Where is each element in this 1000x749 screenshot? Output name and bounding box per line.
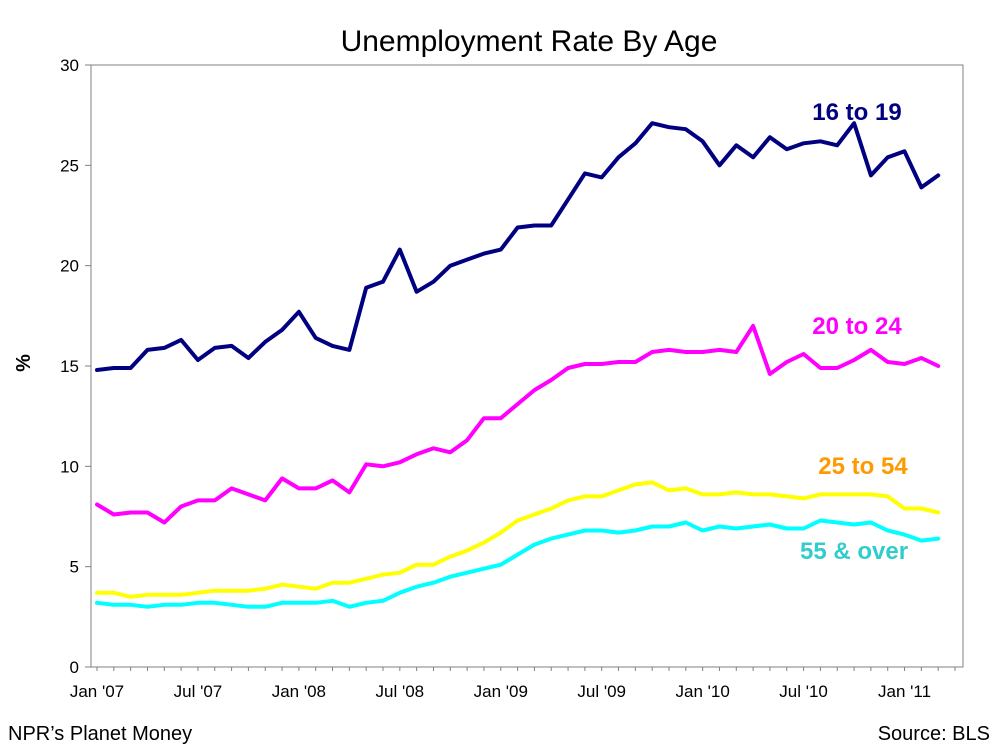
series-label-1: 16 to 19 [812, 99, 901, 126]
x-tick-label: Jan '10 [675, 682, 729, 701]
series-line-4 [95, 518, 941, 609]
x-tick-label: Jan '11 [878, 682, 931, 701]
y-tick-label: 30 [60, 56, 79, 75]
x-tick-label: Jul '09 [577, 682, 626, 701]
chart-title: Unemployment Rate By Age [341, 25, 718, 58]
y-tick-label: 20 [60, 257, 79, 276]
series-line-3 [95, 480, 941, 599]
y-tick-label: 0 [70, 658, 79, 677]
x-axis: Jan '07 Jul '07 Jan '08 Jul '08 Jan '09 Jul '… [70, 667, 956, 701]
series-label-2: 20 to 24 [812, 313, 902, 340]
series-label-4: 55 & over [800, 538, 908, 565]
x-tick-label: Jul '10 [779, 682, 828, 701]
x-tick-label: Jan '07 [70, 682, 124, 701]
series-line-2 [95, 323, 941, 525]
footer-credit: NPR’s Planet Money [8, 723, 193, 745]
series-labels: 16 to 19 20 to 24 25 to 54 55 & over [800, 99, 908, 565]
y-axis-label: % [13, 354, 35, 372]
x-tick-label: Jul '08 [376, 682, 425, 701]
x-tick-label: Jan '09 [474, 682, 528, 701]
x-tick-label: Jan '08 [272, 682, 326, 701]
y-tick-label: 25 [60, 156, 79, 175]
footer-source: Source: BLS [877, 723, 990, 745]
y-axis: 0 5 10 15 20 25 30 [60, 56, 91, 677]
y-tick-label: 15 [60, 357, 79, 376]
series-label-3: 25 to 54 [818, 453, 908, 480]
series-line-1 [95, 121, 941, 372]
x-tick-label: Jul '07 [174, 682, 223, 701]
y-tick-label: 5 [70, 558, 79, 577]
y-tick-label: 10 [60, 457, 79, 476]
series-lines [95, 121, 941, 609]
